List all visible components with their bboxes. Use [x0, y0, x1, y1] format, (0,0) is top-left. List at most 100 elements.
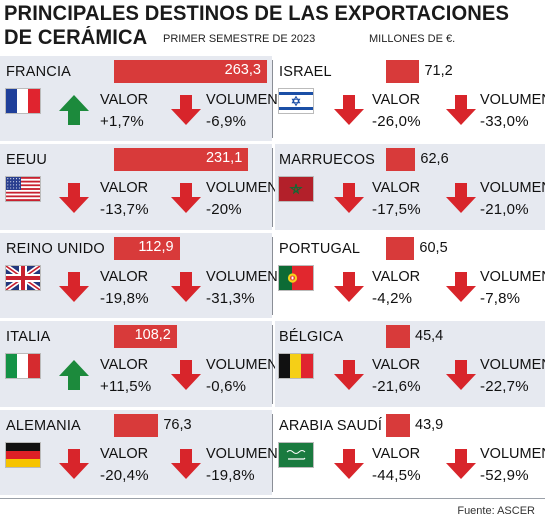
source-note: Fuente: ASCER — [457, 505, 535, 517]
arrow-down-icon — [170, 94, 202, 131]
chart-title-line1: PRINCIPALES DESTINOS DE LAS EXPORTACIONE… — [4, 2, 510, 25]
volumen-label: VOLUMEN — [206, 180, 278, 197]
valor-change: -21,6% — [372, 378, 421, 396]
arrow-down-icon — [445, 359, 477, 396]
value-bar — [114, 236, 180, 260]
valor-label: VALOR — [372, 268, 421, 285]
chart-header: PRINCIPALES DESTINOS DE LAS EXPORTACIONE… — [0, 0, 545, 56]
volumen-label: VOLUMEN — [480, 445, 545, 462]
valor-change: -44,5% — [372, 466, 421, 484]
arrow-down-icon — [445, 94, 477, 131]
country-name: REINO UNIDO — [6, 240, 105, 257]
value-bar — [114, 148, 249, 172]
volumen-change: -52,9% — [480, 466, 529, 484]
valor-label: VALOR — [372, 92, 421, 108]
italy-flag — [6, 354, 40, 379]
arrow-down-icon — [445, 448, 477, 485]
volumen-change: -31,3% — [206, 289, 255, 307]
value-bar — [386, 148, 416, 172]
valor-change: +1,7% — [100, 113, 144, 130]
country-name: ALEMANIA — [6, 417, 81, 434]
volumen-change: -20% — [206, 201, 242, 219]
valor-change: -17,5% — [372, 201, 421, 219]
valor-change: +11,5% — [100, 378, 152, 396]
value-label: 263,3 — [224, 62, 261, 78]
volumen-label: VOLUMEN — [480, 357, 545, 374]
value-label: 108,2 — [134, 327, 171, 344]
uk-flag — [6, 265, 40, 290]
volumen-label: VOLUMEN — [480, 92, 545, 108]
country-name: FRANCIA — [6, 64, 72, 80]
volumen-change: -19,8% — [206, 466, 255, 484]
volumen-change: -33,0% — [480, 113, 529, 130]
country-name: ARABIA SAUDÍ — [279, 417, 383, 434]
value-label: 62,6 — [420, 151, 449, 168]
portugal-flag — [279, 265, 313, 290]
column-divider — [272, 148, 273, 227]
chart-subtitle-period: PRIMER SEMESTRE DE 2023 — [163, 33, 316, 45]
valor-label: VALOR — [372, 445, 421, 462]
value-bar — [386, 60, 420, 83]
valor-change: -19,8% — [100, 289, 149, 307]
volumen-change: -7,8% — [480, 289, 521, 307]
volumen-label: VOLUMEN — [206, 445, 278, 462]
volumen-change: -0,6% — [206, 378, 247, 396]
country-name: EEUU — [6, 152, 48, 169]
value-label: 43,9 — [415, 416, 444, 433]
israel-flag — [279, 89, 313, 113]
column-divider — [272, 413, 273, 492]
valor-label: VALOR — [100, 445, 149, 462]
value-bar — [386, 413, 410, 437]
bottom-rule — [0, 498, 545, 499]
row-background — [275, 321, 545, 407]
arrow-down-icon — [170, 448, 202, 485]
arrow-down-icon — [333, 182, 365, 219]
volumen-label: VOLUMEN — [206, 268, 278, 285]
arrow-down-icon — [445, 182, 477, 219]
volumen-label: VOLUMEN — [206, 357, 278, 374]
volumen-change: -22,7% — [480, 378, 529, 396]
valor-label: VALOR — [100, 268, 149, 285]
value-label: 112,9 — [138, 238, 174, 255]
volumen-label: VOLUMEN — [480, 180, 545, 197]
morocco-flag — [279, 177, 313, 202]
arrow-down-icon — [170, 359, 202, 396]
value-bar — [114, 325, 177, 349]
saudi-arabia-flag — [279, 442, 313, 467]
valor-label: VALOR — [100, 180, 149, 197]
chart-title-line2: DE CERÁMICA — [4, 26, 148, 49]
value-bar — [114, 60, 267, 83]
country-name: ITALIA — [6, 329, 51, 346]
arrow-down-icon — [58, 271, 90, 308]
country-name: ISRAEL — [279, 64, 332, 80]
volumen-change: -6,9% — [206, 113, 247, 130]
valor-label: VALOR — [372, 180, 421, 197]
arrow-down-icon — [170, 271, 202, 308]
value-label: 71,2 — [424, 63, 453, 79]
volumen-label: VOLUMEN — [480, 268, 545, 285]
germany-flag — [6, 442, 40, 467]
arrow-down-icon — [445, 271, 477, 308]
valor-label: VALOR — [372, 357, 421, 374]
arrow-down-icon — [333, 448, 365, 485]
column-divider — [272, 60, 273, 139]
arrow-down-icon — [58, 448, 90, 485]
valor-change: -4,2% — [372, 289, 413, 307]
valor-label: VALOR — [100, 357, 149, 374]
country-name: PORTUGAL — [279, 240, 361, 257]
valor-change: -13,7% — [100, 201, 149, 219]
france-flag — [6, 89, 40, 113]
value-label: 76,3 — [163, 416, 192, 433]
arrow-down-icon — [333, 271, 365, 308]
arrow-down-icon — [333, 94, 365, 131]
chart-units: MILLONES DE €. — [369, 33, 456, 45]
valor-change: -26,0% — [372, 113, 421, 130]
volumen-label: VOLUMEN — [206, 92, 278, 108]
arrow-up-icon — [58, 359, 90, 396]
country-name: MARRUECOS — [279, 152, 376, 169]
arrow-down-icon — [58, 182, 90, 219]
value-label: 231,1 — [205, 150, 243, 167]
valor-change: -20,4% — [100, 466, 149, 484]
arrow-down-icon — [333, 359, 365, 396]
